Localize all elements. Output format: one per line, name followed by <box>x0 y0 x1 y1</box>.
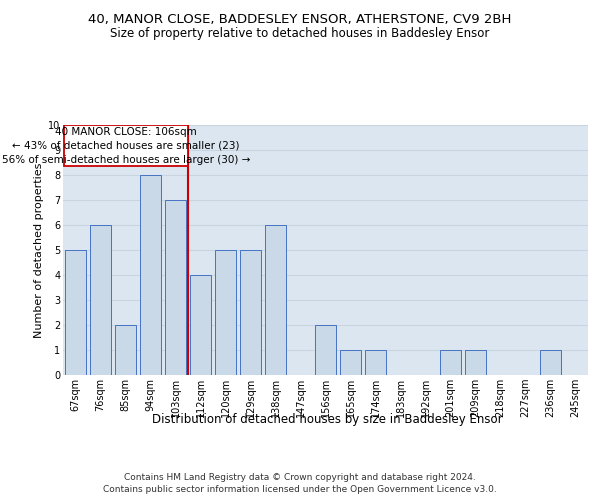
Bar <box>215 250 236 375</box>
Bar <box>115 325 136 375</box>
Bar <box>240 250 261 375</box>
Text: 40 MANOR CLOSE: 106sqm
← 43% of detached houses are smaller (23)
56% of semi-det: 40 MANOR CLOSE: 106sqm ← 43% of detached… <box>2 126 250 164</box>
Bar <box>90 225 111 375</box>
FancyBboxPatch shape <box>64 125 187 166</box>
Text: Contains HM Land Registry data © Crown copyright and database right 2024.
Contai: Contains HM Land Registry data © Crown c… <box>103 472 497 494</box>
Bar <box>65 250 86 375</box>
Bar <box>190 275 211 375</box>
Bar <box>440 350 461 375</box>
Bar <box>340 350 361 375</box>
Bar <box>140 175 161 375</box>
Bar <box>540 350 561 375</box>
Bar <box>315 325 336 375</box>
Text: Distribution of detached houses by size in Baddesley Ensor: Distribution of detached houses by size … <box>152 412 502 426</box>
Bar <box>165 200 186 375</box>
Text: Size of property relative to detached houses in Baddesley Ensor: Size of property relative to detached ho… <box>110 28 490 40</box>
Bar <box>465 350 486 375</box>
Bar <box>365 350 386 375</box>
Bar <box>265 225 286 375</box>
Y-axis label: Number of detached properties: Number of detached properties <box>34 162 44 338</box>
Text: 40, MANOR CLOSE, BADDESLEY ENSOR, ATHERSTONE, CV9 2BH: 40, MANOR CLOSE, BADDESLEY ENSOR, ATHERS… <box>88 12 512 26</box>
